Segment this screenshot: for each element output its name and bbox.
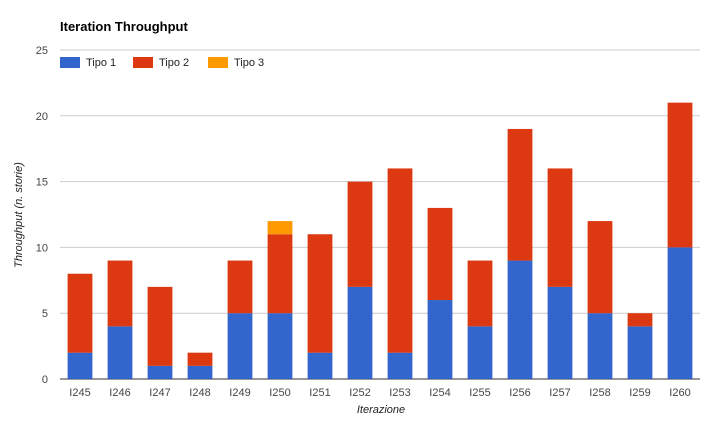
x-tick-label: I246 xyxy=(109,387,130,399)
bar-tipo-1-i256 xyxy=(507,260,533,379)
legend-label: Tipo 1 xyxy=(86,57,116,69)
bar-tipo-2-i260 xyxy=(667,102,693,248)
legend: Tipo 1 Tipo 2 Tipo 3 xyxy=(60,57,264,69)
x-tick-label: I252 xyxy=(349,387,370,399)
y-axis-ticks: 0 5 10 15 20 25 xyxy=(36,45,48,386)
bar-tipo-1-i257 xyxy=(547,286,573,379)
bar-tipo-2-i254 xyxy=(427,207,453,301)
y-tick-label: 15 xyxy=(36,177,48,189)
bar-tipo-1-i252 xyxy=(347,286,373,379)
bar-tipo-2-i251 xyxy=(307,234,333,353)
bar-tipo-1-i251 xyxy=(307,352,333,379)
legend-label: Tipo 3 xyxy=(234,57,264,69)
legend-swatch-tipo-3 xyxy=(208,57,228,68)
x-tick-label: I250 xyxy=(269,387,290,399)
x-tick-label: I251 xyxy=(309,387,330,399)
bar-tipo-2-i255 xyxy=(467,260,493,327)
bar-tipo-1-i247 xyxy=(147,365,173,379)
bar-tipo-2-i246 xyxy=(107,260,133,327)
x-tick-label: I249 xyxy=(229,387,250,399)
x-tick-label: I254 xyxy=(429,387,450,399)
legend-label: Tipo 2 xyxy=(159,57,189,69)
bar-tipo-1-i246 xyxy=(107,326,133,379)
x-tick-label: I248 xyxy=(189,387,210,399)
bar-tipo-2-i256 xyxy=(507,128,533,261)
bar-tipo-2-i250 xyxy=(267,234,293,314)
x-tick-label: I245 xyxy=(69,387,90,399)
bar-tipo-2-i257 xyxy=(547,168,573,287)
x-tick-label: I247 xyxy=(149,387,170,399)
bar-tipo-1-i260 xyxy=(667,247,693,379)
x-tick-label: I256 xyxy=(509,387,530,399)
bar-tipo-1-i255 xyxy=(467,326,493,379)
bar-tipo-2-i252 xyxy=(347,181,373,287)
x-tick-label: I253 xyxy=(389,387,410,399)
bar-tipo-1-i245 xyxy=(67,352,93,379)
bar-tipo-1-i248 xyxy=(187,365,213,379)
bar-tipo-1-i254 xyxy=(427,300,453,379)
bars xyxy=(67,102,693,379)
legend-swatch-tipo-2 xyxy=(133,57,153,68)
bar-tipo-2-i248 xyxy=(187,352,213,366)
y-axis-title: Throughput (n. storie) xyxy=(13,162,25,268)
bar-tipo-2-i259 xyxy=(627,313,653,327)
y-tick-label: 5 xyxy=(42,308,48,320)
x-tick-label: I255 xyxy=(469,387,490,399)
bar-tipo-2-i253 xyxy=(387,168,413,353)
x-tick-label: I257 xyxy=(549,387,570,399)
y-tick-label: 25 xyxy=(36,45,48,57)
y-tick-label: 0 xyxy=(42,374,48,386)
bar-tipo-1-i258 xyxy=(587,313,613,379)
bar-tipo-1-i253 xyxy=(387,352,413,379)
bar-tipo-2-i258 xyxy=(587,221,613,314)
x-tick-label: I258 xyxy=(589,387,610,399)
legend-swatch-tipo-1 xyxy=(60,57,80,68)
bar-tipo-3-i250 xyxy=(267,221,293,235)
x-tick-label: I259 xyxy=(629,387,650,399)
x-tick-label: I260 xyxy=(669,387,690,399)
y-tick-label: 10 xyxy=(36,242,48,254)
bar-tipo-2-i249 xyxy=(227,260,253,314)
bar-tipo-2-i247 xyxy=(147,286,173,366)
y-tick-label: 20 xyxy=(36,111,48,123)
bar-tipo-1-i250 xyxy=(267,313,293,379)
x-axis-ticks: I245 I246 I247 I248 I249 I250 I251 I252 I253 I254… xyxy=(69,387,690,399)
bar-tipo-1-i259 xyxy=(627,326,653,379)
chart-title: Iteration Throughput xyxy=(60,19,188,34)
x-axis-title: Iterazione xyxy=(357,404,405,416)
bar-tipo-1-i249 xyxy=(227,313,253,379)
bar-tipo-2-i245 xyxy=(67,273,93,353)
